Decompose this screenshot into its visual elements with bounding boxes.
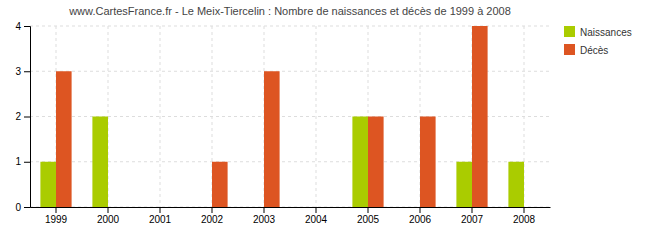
tick-mark [368, 207, 369, 213]
tick: 4 [15, 21, 30, 32]
legend-item: Décès [564, 44, 608, 56]
tick: 2 [15, 111, 30, 122]
tick: 0 [15, 202, 30, 213]
bar [144, 207, 160, 208]
tick: 2002 [201, 207, 224, 225]
tick-label: 2008 [513, 214, 536, 225]
tick-mark [108, 207, 109, 213]
tick-label: 1 [15, 156, 21, 167]
tick: 2001 [149, 207, 172, 225]
bar [108, 207, 124, 208]
tick-label: 2001 [149, 214, 172, 225]
tick-label: 2003 [253, 214, 276, 225]
tick: 2007 [461, 207, 484, 225]
bar [56, 71, 72, 207]
bar [368, 117, 384, 208]
bar [456, 162, 472, 207]
bar [264, 71, 280, 207]
tick: 2004 [305, 207, 328, 225]
bar [212, 162, 228, 207]
tick-label: 2004 [305, 214, 328, 225]
bar [420, 117, 436, 208]
tick-mark [160, 207, 161, 213]
tick-mark [56, 207, 57, 213]
bar [524, 207, 540, 208]
tick-mark [472, 207, 473, 213]
grid-line [316, 26, 317, 207]
tick-mark [24, 162, 30, 163]
tick-label: 4 [15, 21, 21, 32]
bar [196, 207, 212, 208]
tick: 2000 [97, 207, 120, 225]
grid [30, 26, 550, 207]
bar [40, 162, 56, 207]
tick-label: 2007 [461, 214, 484, 225]
bar [92, 117, 108, 208]
x-axis: 1999 2000 2001 2002 2003 2004 2005 2006 2007 2008 [31, 207, 551, 225]
tick-mark [24, 26, 30, 27]
tick-mark [420, 207, 421, 213]
tick-label: 2006 [409, 214, 432, 225]
bar [508, 162, 524, 207]
series [56, 26, 488, 207]
bar [352, 117, 368, 208]
tick-label: 1999 [45, 214, 68, 225]
tick: 2003 [253, 207, 276, 225]
tick-mark [316, 207, 317, 213]
bar [472, 26, 488, 207]
tick-mark [524, 207, 525, 213]
tick-label: 0 [15, 202, 21, 213]
tick-mark [24, 117, 30, 118]
tick-label: 2000 [97, 214, 120, 225]
grid-line [160, 26, 161, 207]
bar [248, 207, 264, 208]
plot: 1999 2000 2001 2002 2003 2004 2005 2006 2007 2008… [15, 21, 550, 225]
bar [300, 207, 316, 208]
title: www.CartesFrance.fr - Le Meix-Tiercelin … [68, 5, 511, 17]
tick-mark [24, 71, 30, 72]
tick-label: 3 [15, 66, 21, 77]
legend: Naissances Décès [564, 26, 632, 56]
tick-mark [264, 207, 265, 213]
legend-item: Naissances [564, 26, 632, 38]
tick-mark [212, 207, 213, 213]
tick: 1 [15, 156, 30, 167]
bar [404, 207, 420, 208]
chart: www.CartesFrance.fr - Le Meix-Tiercelin … [0, 0, 650, 229]
tick-label: 2005 [357, 214, 380, 225]
legend-swatch [564, 26, 575, 37]
bars [40, 26, 524, 207]
tick-label: 2 [15, 111, 21, 122]
tick: 2006 [409, 207, 432, 225]
legend-swatch [564, 44, 575, 55]
tick-mark [24, 207, 30, 208]
legend-label: Décès [580, 45, 608, 56]
bar [316, 207, 332, 208]
tick: 3 [15, 66, 30, 77]
axis-line [24, 27, 31, 208]
tick: 2005 [357, 207, 380, 225]
y-axis: 0 1 2 3 4 [15, 21, 30, 213]
series [40, 117, 524, 208]
tick-label: 2002 [201, 214, 224, 225]
tick: 2008 [513, 207, 536, 225]
tick: 1999 [45, 207, 68, 225]
legend-label: Naissances [580, 27, 632, 38]
bar [160, 207, 176, 208]
